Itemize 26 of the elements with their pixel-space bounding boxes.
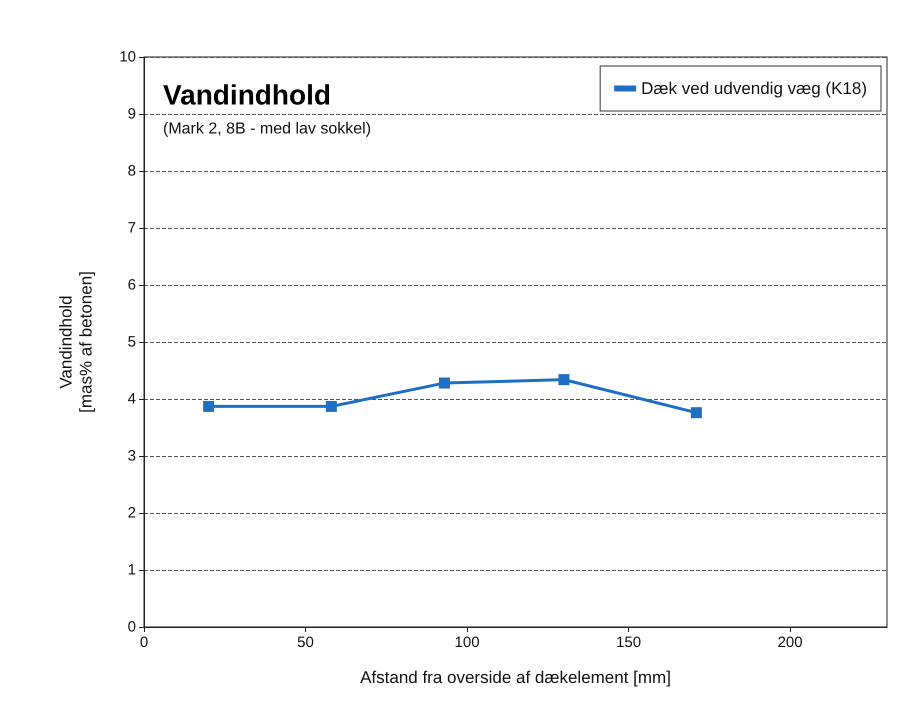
point xyxy=(203,400,214,412)
point xyxy=(690,407,702,418)
x-tick-label: 100 xyxy=(454,634,480,651)
y-tick-label: 3 xyxy=(128,448,136,464)
y-tick-label: 1 xyxy=(128,562,136,578)
y-tick-label: 6 xyxy=(128,276,136,294)
y-tick-label: 8 xyxy=(128,162,136,180)
legend-label: Dæk ved udvendig væg (K18) xyxy=(641,79,868,98)
y-axis-title: Vandindhold [mas% af betonen] xyxy=(56,271,96,413)
x-tick-label: 50 xyxy=(297,634,314,651)
y-tick-label: 4 xyxy=(128,390,136,408)
y-tick-label: 10 xyxy=(119,48,136,66)
x-axis-title: Afstand fra overside af dækelement [mm] xyxy=(360,668,671,687)
y-tick-label: 2 xyxy=(128,504,136,522)
text: Vandindhold xyxy=(163,80,331,110)
point xyxy=(326,400,337,412)
text: (Mark 2, 8B - med lav sokkel) xyxy=(163,120,372,138)
x-tick-label: 0 xyxy=(140,634,148,651)
x-tick-label: 150 xyxy=(616,634,642,651)
point xyxy=(558,374,570,386)
y-tick-label: 0 xyxy=(128,618,136,636)
y-tick-label: 9 xyxy=(128,106,136,122)
x-tick-label: 200 xyxy=(778,634,803,651)
y-tick-label: 5 xyxy=(128,334,136,350)
point xyxy=(438,378,450,389)
y-tick-label: 7 xyxy=(128,220,136,236)
